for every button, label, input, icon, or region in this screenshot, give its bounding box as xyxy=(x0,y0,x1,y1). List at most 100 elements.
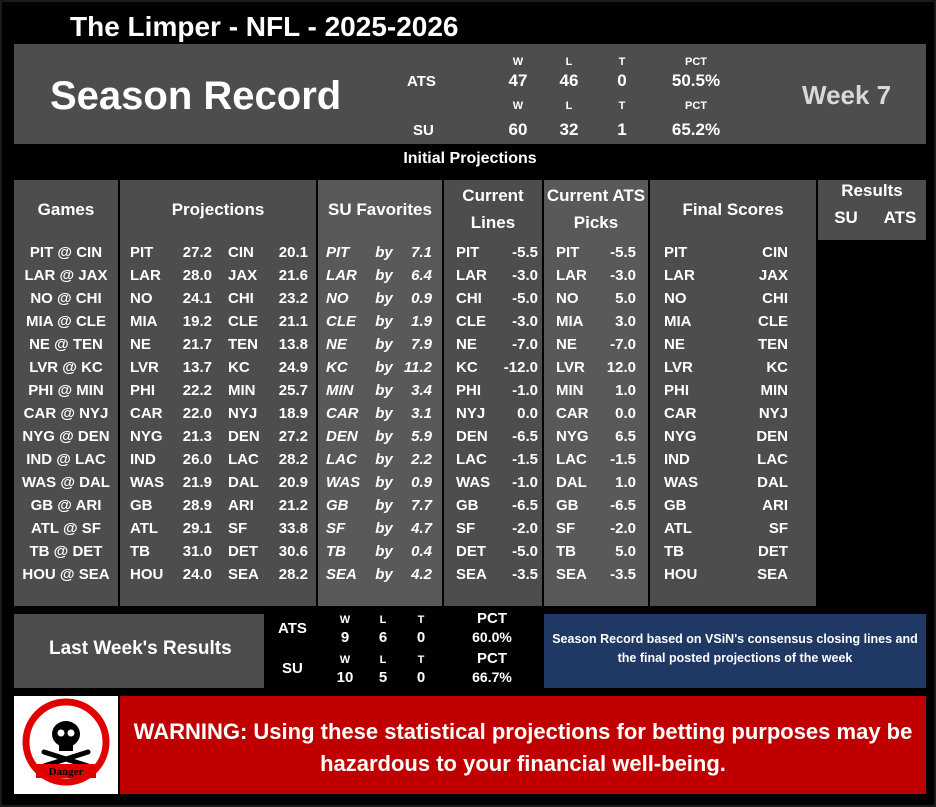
ats-t-header: T xyxy=(618,56,626,68)
season-ats-row: W L T PCT ATS 47 46 0 50.5% xyxy=(14,44,926,94)
last-week-panel: Last Week's Results xyxy=(14,614,264,688)
proj-away-team: NE xyxy=(130,336,151,353)
season-record-note: Season Record based on VSiN's consensus … xyxy=(544,614,926,688)
line-team: CLE xyxy=(456,313,486,330)
su-by: by xyxy=(375,497,393,514)
table-row: NO @ CHI NO 24.1 CHI 23.2 NO by 0.9 CHI -5.0 NO 5.0… xyxy=(14,287,926,310)
proj-away-team: CAR xyxy=(130,405,163,422)
final-home-team: JAX xyxy=(758,267,788,284)
line-value: -1.0 xyxy=(512,382,538,399)
lw-ats-ties: 0 xyxy=(416,629,426,646)
su-margin: 0.9 xyxy=(411,474,432,491)
proj-away-team: LAR xyxy=(130,267,161,284)
line-value: -7.0 xyxy=(512,336,538,353)
pick-value: 0.0 xyxy=(615,405,636,422)
su-margin: 4.7 xyxy=(411,520,432,537)
proj-home-score: 13.8 xyxy=(278,336,308,353)
line-team: LAC xyxy=(456,451,487,468)
ats-label: ATS xyxy=(407,73,436,90)
results-ats-header: ATS xyxy=(883,208,917,227)
su-by: by xyxy=(375,566,393,583)
table-row: PHI @ MIN PHI 22.2 MIN 25.7 MIN by 3.4 PHI -1.0 MI… xyxy=(14,379,926,402)
proj-home-score: 24.9 xyxy=(278,359,308,376)
games-column xyxy=(14,180,118,606)
lw-ats-label: ATS xyxy=(278,620,307,637)
proj-home-score: 33.8 xyxy=(278,520,308,537)
pick-team: DAL xyxy=(556,474,587,491)
su-by: by xyxy=(375,428,393,445)
proj-away-score: 21.7 xyxy=(182,336,212,353)
line-value: -3.5 xyxy=(512,566,538,583)
table-row: MIA @ CLE MIA 19.2 CLE 21.1 CLE by 1.9 CLE -3.0 MI… xyxy=(14,310,926,333)
pick-team: LAC xyxy=(556,451,587,468)
lw-ats-pct-header: PCT xyxy=(477,610,507,627)
final-home-team: CIN xyxy=(762,244,788,261)
su-favorite-team: LAC xyxy=(326,451,357,468)
danger-icon-box: Danger xyxy=(14,696,118,794)
proj-away-team: ATL xyxy=(130,520,159,537)
line-value: -5.0 xyxy=(512,543,538,560)
proj-home-team: LAC xyxy=(228,451,259,468)
danger-label: Danger xyxy=(49,766,84,778)
initial-projections-label: Initial Projections xyxy=(403,150,537,167)
lw-su-label: SU xyxy=(282,660,303,677)
games-header: Games xyxy=(37,200,95,219)
su-favorite-team: LAR xyxy=(326,267,357,284)
su-losses: 32 xyxy=(559,120,579,139)
su-favorite-team: NO xyxy=(326,290,349,307)
final-away-team: WAS xyxy=(664,474,699,491)
final-away-team: TB xyxy=(664,543,684,560)
su-l-header: L xyxy=(565,100,573,112)
final-away-team: LVR xyxy=(664,359,693,376)
line-team: DET xyxy=(456,543,486,560)
line-team: SEA xyxy=(456,566,487,583)
projections-column xyxy=(120,180,316,606)
game-matchup: WAS @ DAL xyxy=(22,474,110,491)
proj-home-score: 18.9 xyxy=(278,405,308,422)
initial-projections-bar: Initial Projections xyxy=(14,144,926,172)
final-home-team: SF xyxy=(768,520,788,537)
final-away-team: LAR xyxy=(664,267,695,284)
su-margin: 0.4 xyxy=(411,543,432,560)
su-margin: 2.2 xyxy=(411,451,432,468)
title-bar: The Limper - NFL - 2025-2026 xyxy=(14,10,926,44)
lw-su-pct: 66.7% xyxy=(472,669,512,685)
proj-home-team: DAL xyxy=(228,474,259,491)
lw-su-losses: 5 xyxy=(378,669,388,686)
ats-l-header: L xyxy=(565,56,573,68)
line-team: PIT xyxy=(456,244,480,261)
line-team: WAS xyxy=(456,474,491,491)
su-favorite-team: MIN xyxy=(326,382,354,399)
game-matchup: CAR @ NYJ xyxy=(23,405,109,422)
pick-value: -1.5 xyxy=(610,451,636,468)
su-favorite-team: PIT xyxy=(326,244,350,261)
proj-home-score: 21.2 xyxy=(278,497,308,514)
line-team: GB xyxy=(456,497,479,514)
proj-home-score: 23.2 xyxy=(278,290,308,307)
table-row: WAS @ DAL WAS 21.9 DAL 20.9 WAS by 0.9 WAS -1.0 DA… xyxy=(14,471,926,494)
su-favorite-team: NE xyxy=(326,336,347,353)
season-record-panel: Season Record W L T PCT ATS 47 46 0 50.5… xyxy=(14,44,926,144)
lw-ats-t-header: T xyxy=(417,614,425,626)
proj-home-team: CIN xyxy=(228,244,254,261)
proj-away-score: 22.2 xyxy=(182,382,212,399)
final-away-team: PHI xyxy=(664,382,690,399)
pick-value: 12.0 xyxy=(606,359,636,376)
proj-home-team: SEA xyxy=(228,566,259,583)
line-team: SF xyxy=(456,520,476,537)
final-home-team: CHI xyxy=(762,290,788,307)
lw-ats-l-header: L xyxy=(379,614,387,626)
game-matchup: ATL @ SF xyxy=(31,520,101,537)
su-margin: 11.2 xyxy=(403,359,432,376)
su-by: by xyxy=(375,336,393,353)
game-matchup: NYG @ DEN xyxy=(22,428,110,445)
game-matchup: IND @ LAC xyxy=(26,451,106,468)
su-pct-header: PCT xyxy=(685,100,707,112)
final-away-team: NO xyxy=(664,290,687,307)
line-value: -1.0 xyxy=(512,474,538,491)
su-favorites-column xyxy=(318,180,442,606)
lw-su-t-header: T xyxy=(417,654,425,666)
game-matchup: MIA @ CLE xyxy=(26,313,106,330)
line-value: -12.0 xyxy=(503,359,538,376)
